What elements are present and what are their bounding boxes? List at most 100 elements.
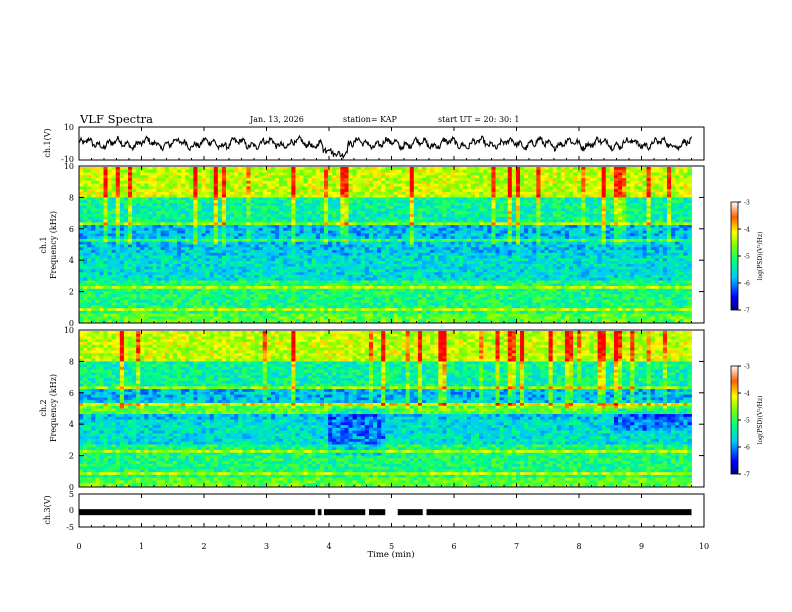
spectrogram-cell <box>119 236 125 240</box>
spectrogram-cell <box>556 197 562 201</box>
spectrogram-cell <box>156 208 162 212</box>
spectrogram-cell <box>83 219 88 223</box>
spectrogram-cell <box>315 225 321 229</box>
spectrogram-cell <box>393 189 398 193</box>
spectrogram-cell <box>344 169 349 173</box>
spectrogram-cell <box>438 241 443 245</box>
spectrogram-cell <box>683 186 688 190</box>
spectrogram-cell <box>593 208 598 212</box>
spectrogram-cell <box>430 225 435 229</box>
spectrogram-cell <box>213 227 219 232</box>
spectrogram-cell <box>462 183 468 187</box>
spectrogram-cell <box>667 225 672 229</box>
spectrogram-cell <box>442 180 447 185</box>
spectrogram-cell <box>556 191 562 196</box>
spectrogram-cell <box>103 194 108 198</box>
spectrogram-cell <box>107 167 113 171</box>
spectrogram-cell <box>646 252 652 256</box>
spectrogram-cell <box>434 200 439 204</box>
spectrogram-cell <box>462 227 468 232</box>
spectrogram-cell <box>671 178 676 182</box>
spectrogram-cell <box>189 208 194 212</box>
spectrogram-cell <box>238 183 243 187</box>
spectrogram-cell <box>177 197 182 201</box>
spectrogram-cell <box>328 175 333 179</box>
spectrogram-cell <box>164 175 170 179</box>
spectrogram-cell <box>577 219 582 223</box>
spectrogram-cell <box>548 172 554 176</box>
spectrogram-cell <box>303 252 309 256</box>
spectrogram-cell <box>393 250 398 254</box>
spectrogram-cell <box>152 191 157 196</box>
spectrogram-cell <box>197 191 202 196</box>
spectrogram-cell <box>209 238 215 243</box>
spectrogram-cell <box>577 180 582 185</box>
spectrogram-cell <box>201 183 206 187</box>
spectrogram-cell <box>348 227 353 232</box>
spectrogram-cell <box>270 233 276 237</box>
spectrogram-cell <box>540 180 545 185</box>
spectrogram-cell <box>373 178 378 182</box>
spectrogram-cell <box>560 208 566 212</box>
spectrogram-cell <box>462 211 468 215</box>
spectrogram-cell <box>119 222 125 226</box>
spectrogram-cell <box>83 222 88 226</box>
spectrogram-cell <box>336 202 341 207</box>
spectrogram-cell <box>532 236 537 240</box>
spectrogram-cell <box>589 241 594 245</box>
spectrogram-cell <box>136 197 141 201</box>
spectrogram-cell <box>103 211 108 215</box>
spectrogram-cell <box>340 172 345 176</box>
spectrogram-cell <box>111 169 117 173</box>
spectrogram-cell <box>373 225 378 229</box>
spectrogram-cell <box>189 244 194 248</box>
spectrogram-cell <box>234 194 239 198</box>
spectrogram-cell <box>205 202 211 207</box>
spectrogram-cell <box>364 252 370 256</box>
spectrogram-cell <box>356 172 362 176</box>
spectrogram-cell <box>217 252 223 256</box>
spectrogram-cell <box>671 230 676 234</box>
spectrogram-cell <box>683 189 688 193</box>
spectrogram-cell <box>160 236 166 240</box>
spectrogram-cell <box>324 227 329 232</box>
spectrogram-cell <box>132 211 137 215</box>
spectrogram-cell <box>336 233 341 237</box>
spectrogram-cell <box>230 183 235 187</box>
spectrogram-cell <box>140 202 145 207</box>
spectrogram-cell <box>430 178 435 182</box>
spectrogram-cell <box>426 186 431 190</box>
spectrogram-cell <box>364 227 370 232</box>
spectrogram-cell <box>536 202 541 207</box>
spectrogram-cell <box>687 252 692 256</box>
spectrogram-cell <box>560 200 566 204</box>
spectrogram-cell <box>642 230 647 234</box>
spectrogram-cell <box>250 250 255 254</box>
spectrogram-cell <box>123 191 129 196</box>
spectrogram-cell <box>115 186 121 190</box>
spectrogram-cell <box>246 216 251 220</box>
spectrogram-cell <box>148 244 153 248</box>
spectrogram-cell <box>675 227 680 232</box>
spectrogram-cell <box>303 211 309 215</box>
spectrogram-cell <box>132 238 137 243</box>
spectrogram-cell <box>250 167 255 171</box>
spectrogram-cell <box>397 194 402 198</box>
spectrogram-cell <box>662 244 668 248</box>
spectrogram-cell <box>107 216 113 220</box>
spectrogram-cell <box>140 241 145 245</box>
spectrogram-cell <box>193 197 198 201</box>
spectrogram-cell <box>140 189 145 193</box>
spectrogram-cell <box>609 202 615 207</box>
spectrogram-cell <box>520 169 525 173</box>
spectrogram-cell <box>397 219 402 223</box>
spectrogram-cell <box>103 191 108 196</box>
spectrogram-cell <box>495 250 500 254</box>
spectrogram-cell <box>344 208 349 212</box>
spectrogram-cell <box>115 205 121 209</box>
spectrogram-cell <box>119 258 125 262</box>
spectrogram-cell <box>213 214 219 218</box>
spectrogram-cell <box>675 211 680 215</box>
spectrogram-cell <box>544 214 549 218</box>
spectrogram-cell <box>136 194 141 198</box>
